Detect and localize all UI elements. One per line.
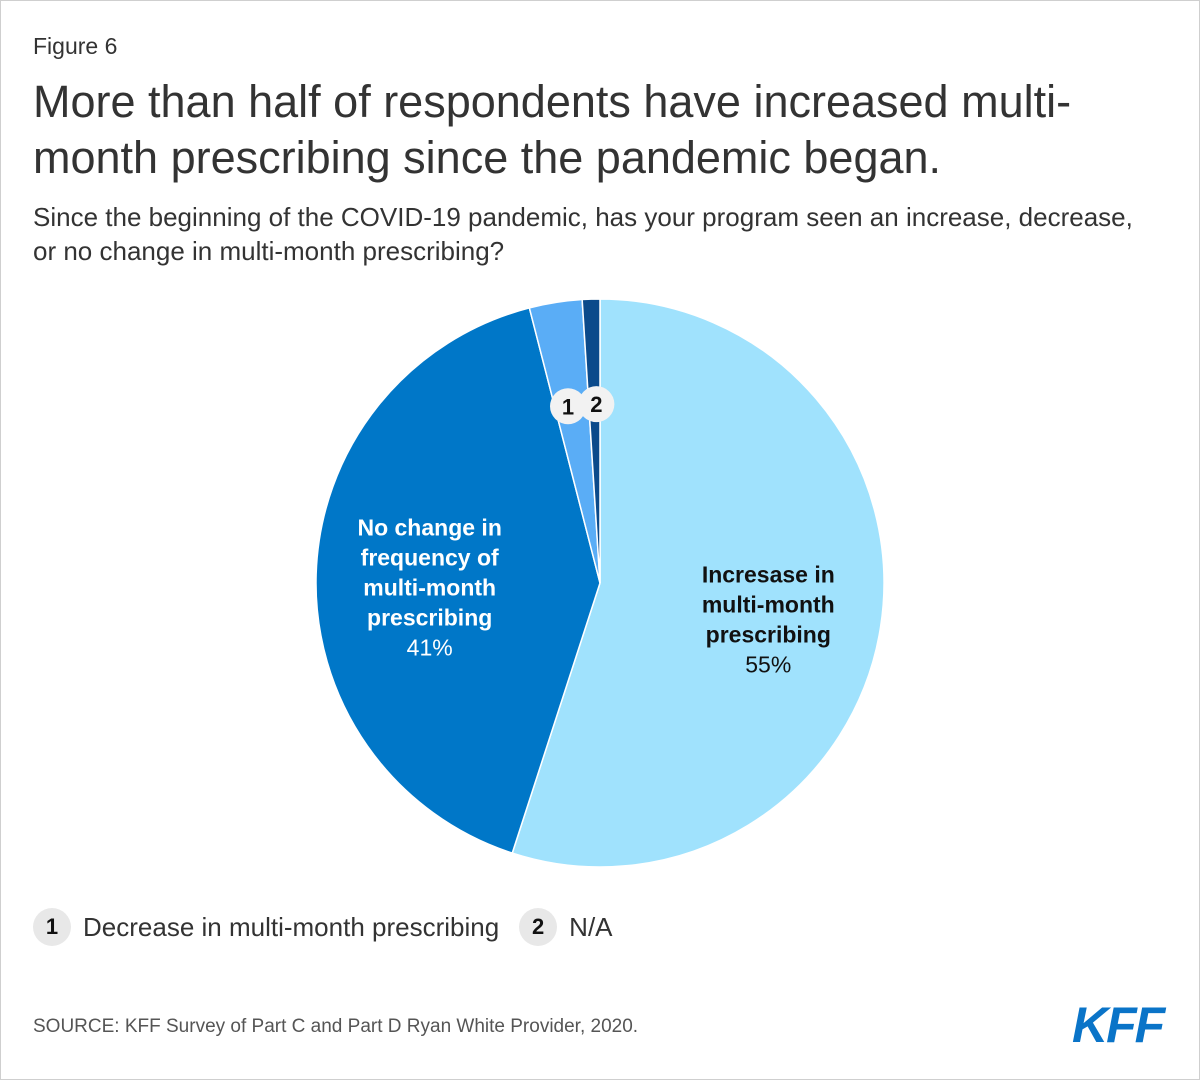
slice-marker-badge-1 — [550, 388, 587, 425]
chart-title: More than half of respondents have incre… — [33, 76, 1072, 183]
source-note: SOURCE: KFF Survey of Part C and Part D … — [33, 1016, 639, 1037]
kff-logo: KFF — [1072, 997, 1165, 1053]
legend: 1 Decrease in multi-month prescribing 2 … — [33, 908, 633, 946]
slice-value-increase: 55% — [745, 652, 791, 678]
pie-slice-increase — [511, 298, 885, 868]
slice-label-increase: Incresase in multi-month prescribing 55% — [702, 562, 835, 678]
legend-label-na: N/A — [569, 911, 613, 942]
pie-chart: Incresase in multi-month prescribing 55% No … — [315, 298, 885, 868]
slice-marker-badge-2 — [578, 386, 615, 423]
pie-slice-na — [581, 298, 601, 584]
legend-label-decrease: Decrease in multi-month prescribing — [83, 911, 500, 942]
slice-value-no_change: 41% — [407, 635, 453, 661]
legend-item-decrease: 1 Decrease in multi-month prescribing — [33, 908, 499, 946]
legend-marker-2: 2 — [519, 908, 558, 946]
legend-marker-1: 1 — [33, 908, 71, 946]
pie-slice-no_change — [315, 307, 601, 855]
legend-item-na: 2 N/A — [519, 908, 613, 946]
slice-marker-2: 2 — [590, 392, 602, 417]
chart-subtitle: Since the beginning of the COVID-19 pand… — [33, 202, 1133, 266]
figure-label: Figure 6 — [33, 33, 118, 59]
slice-marker-1: 1 — [562, 394, 574, 419]
slice-label-no_change: No change in frequency of multi-month presc… — [357, 515, 501, 661]
